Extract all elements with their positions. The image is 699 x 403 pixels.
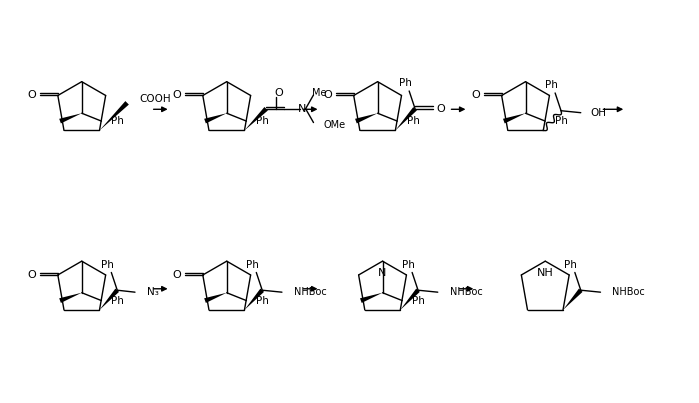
Polygon shape (59, 293, 82, 303)
Text: O: O (173, 270, 182, 280)
Text: Me: Me (312, 88, 326, 98)
Text: NHBoc: NHBoc (449, 287, 482, 297)
Text: O: O (324, 91, 333, 100)
Text: Ph: Ph (399, 78, 412, 88)
Text: NHBoc: NHBoc (612, 287, 645, 297)
Text: Ph: Ph (565, 260, 577, 270)
Text: Ph: Ph (545, 80, 558, 90)
Text: O: O (28, 270, 36, 280)
Text: O: O (173, 91, 182, 100)
Polygon shape (99, 289, 119, 310)
Text: Ph: Ph (412, 296, 425, 305)
Polygon shape (503, 113, 526, 123)
Text: O: O (472, 91, 480, 100)
Text: Ph: Ph (555, 116, 568, 126)
Text: NHBoc: NHBoc (294, 287, 326, 297)
Text: Ph: Ph (101, 260, 114, 270)
Polygon shape (360, 293, 382, 303)
Text: OMe: OMe (324, 120, 345, 129)
Polygon shape (245, 289, 264, 310)
Text: O: O (275, 88, 283, 98)
Polygon shape (245, 107, 268, 131)
Text: O: O (436, 104, 445, 114)
Text: N₃: N₃ (147, 287, 159, 297)
Polygon shape (396, 107, 417, 131)
Polygon shape (563, 289, 582, 310)
Text: Ph: Ph (408, 116, 420, 126)
Text: Ph: Ph (402, 260, 415, 270)
Text: COOH: COOH (139, 94, 171, 104)
Text: N: N (378, 268, 387, 278)
Polygon shape (401, 289, 420, 310)
Polygon shape (204, 293, 226, 303)
Text: Ph: Ph (257, 296, 269, 305)
Polygon shape (59, 113, 82, 123)
Text: Ph: Ph (111, 116, 124, 126)
Polygon shape (355, 113, 377, 123)
Text: Ph: Ph (111, 296, 124, 305)
Text: OH: OH (591, 108, 607, 118)
Text: O: O (28, 91, 36, 100)
Polygon shape (99, 101, 129, 131)
Text: Ph: Ph (257, 116, 269, 126)
Text: NH: NH (537, 268, 554, 278)
Text: N: N (298, 104, 306, 114)
Polygon shape (204, 113, 226, 123)
Text: Ph: Ph (246, 260, 259, 270)
